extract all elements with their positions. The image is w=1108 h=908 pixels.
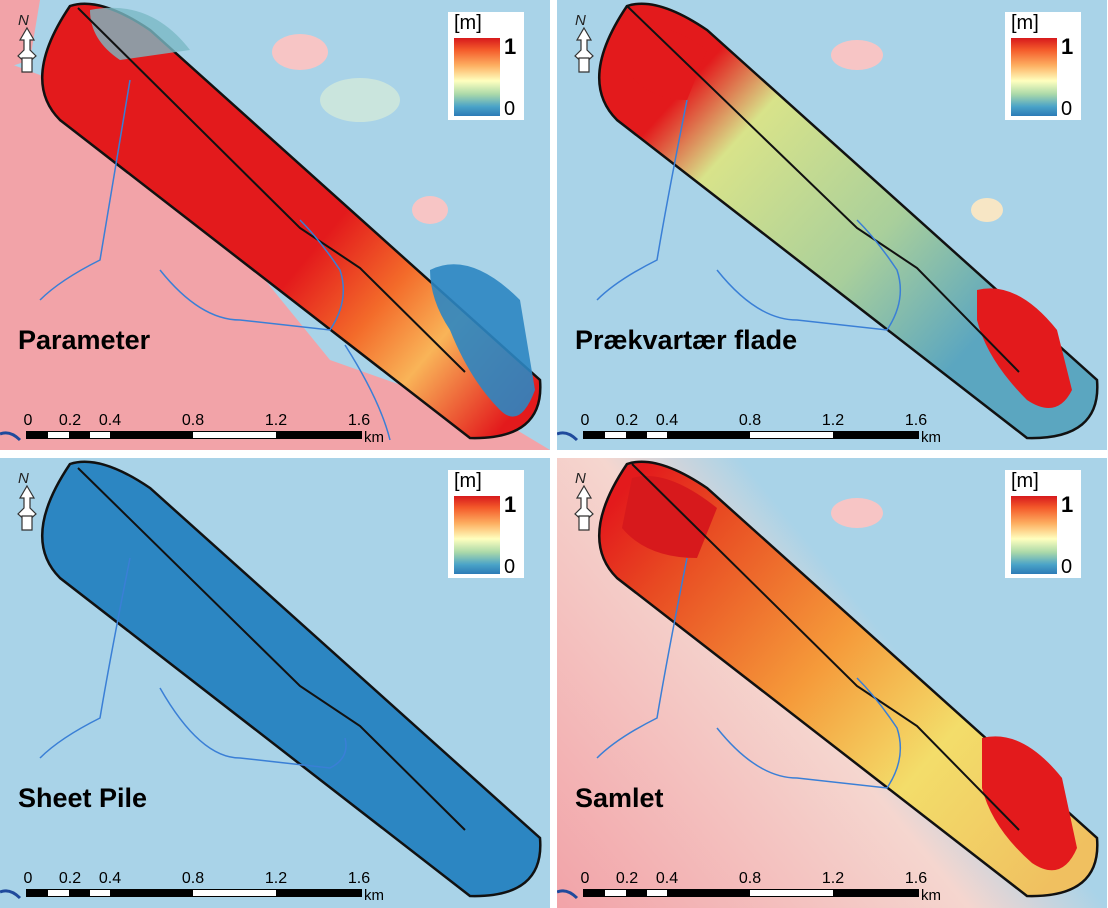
scale-tick: 1.6 — [904, 870, 928, 887]
scale-tick: 1.2 — [821, 412, 845, 429]
panel-title: Prækvartær flade — [575, 325, 798, 355]
legend: [m] 1 0 — [448, 12, 524, 120]
scale-tick: 0.8 — [181, 870, 205, 887]
scale-tick: 1.6 — [347, 412, 371, 429]
scale-tick: 0 — [580, 870, 590, 887]
scale-bar: 0 0.2 0.4 0.8 1.2 1.6 km — [567, 412, 957, 446]
legend-unit: [m] — [454, 12, 482, 34]
map-canvas — [557, 458, 1107, 908]
north-arrow-icon: N — [571, 470, 597, 531]
scale-bar-segments — [26, 431, 362, 439]
scale-bar: 0 0.2 0.4 0.8 1.2 1.6 km — [567, 870, 957, 904]
scale-tick: 1.6 — [904, 412, 928, 429]
scale-bar-segments — [583, 889, 919, 897]
scale-tick: 1.2 — [264, 412, 288, 429]
scale-bar-segments — [26, 889, 362, 897]
panel-title: Parameter — [18, 325, 151, 355]
scale-unit: km — [921, 429, 941, 446]
legend-unit: [m] — [1011, 12, 1039, 34]
scale-tick: 0.4 — [98, 412, 122, 429]
panel-title: Sheet Pile — [18, 783, 148, 813]
legend-color-ramp — [454, 38, 500, 116]
legend-min-label: 0 — [1061, 556, 1073, 578]
scale-tick: 0.2 — [615, 870, 639, 887]
scale-bar: 0 0.2 0.4 0.8 1.2 1.6 km — [10, 412, 400, 446]
scale-unit: km — [364, 887, 384, 904]
legend-color-ramp — [1011, 38, 1057, 116]
legend: [m] 1 0 — [1005, 470, 1081, 578]
north-arrow-icon: N — [14, 12, 40, 73]
scale-tick: 0.8 — [738, 412, 762, 429]
panel-title: Samlet — [575, 783, 664, 813]
legend: [m] 1 0 — [1005, 12, 1081, 120]
legend: [m] 1 0 — [448, 470, 524, 578]
scale-tick: 1.6 — [347, 870, 371, 887]
north-arrow-icon: N — [14, 470, 40, 531]
scale-tick: 0 — [23, 412, 33, 429]
scale-tick: 0.4 — [98, 870, 122, 887]
map-panel-samlet: N [m] 1 0 Samlet 0 0.2 0.4 0.8 1.2 1.6 k… — [557, 458, 1107, 908]
legend-color-ramp — [454, 496, 500, 574]
scale-tick: 0.2 — [58, 870, 82, 887]
map-canvas — [557, 0, 1107, 450]
legend-min-label: 0 — [504, 98, 516, 120]
scale-tick: 0.4 — [655, 412, 679, 429]
scale-tick: 1.2 — [821, 870, 845, 887]
scale-tick: 0.8 — [738, 870, 762, 887]
scale-tick: 0 — [23, 870, 33, 887]
legend-max-label: 1 — [1061, 492, 1074, 517]
map-panel-praekvartaer-flade: N [m] 1 0 Prækvartær flade 0 0.2 0.4 0.8… — [557, 0, 1107, 450]
legend-unit: [m] — [454, 470, 482, 492]
scale-tick: 1.2 — [264, 870, 288, 887]
north-arrow-icon: N — [571, 12, 597, 73]
scale-tick: 0.8 — [181, 412, 205, 429]
legend-max-label: 1 — [504, 492, 517, 517]
scale-unit: km — [364, 429, 384, 446]
scale-tick: 0.2 — [615, 412, 639, 429]
legend-unit: [m] — [1011, 470, 1039, 492]
scale-unit: km — [921, 887, 941, 904]
map-panel-sheet-pile: N [m] 1 0 Sheet Pile 0 0.2 0.4 0.8 1.2 1… — [0, 458, 550, 908]
legend-min-label: 0 — [504, 556, 516, 578]
scale-bar: 0 0.2 0.4 0.8 1.2 1.6 km — [10, 870, 400, 904]
legend-max-label: 1 — [504, 34, 517, 59]
map-panel-parameter: N [m] 1 0 Parameter 0 0.2 0.4 0.8 1.2 1.… — [0, 0, 550, 450]
legend-max-label: 1 — [1061, 34, 1074, 59]
legend-min-label: 0 — [1061, 98, 1073, 120]
scale-bar-segments — [583, 431, 919, 439]
legend-color-ramp — [1011, 496, 1057, 574]
scale-tick: 0 — [580, 412, 590, 429]
panel-divider-horizontal — [0, 453, 1108, 457]
scale-tick: 0.2 — [58, 412, 82, 429]
scale-tick: 0.4 — [655, 870, 679, 887]
